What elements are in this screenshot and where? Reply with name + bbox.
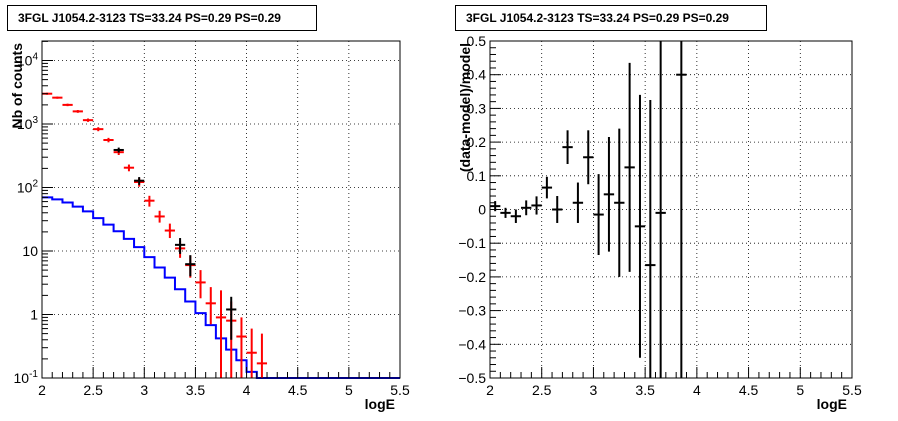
data-point <box>256 333 268 378</box>
reference-point <box>134 177 145 185</box>
y-axis-label: Nb of counts <box>9 43 25 129</box>
left-chart-title: 3FGL J1054.2-3123 TS=33.24 PS=0.29 PS=0.… <box>7 5 317 31</box>
y-tick-label: −0.3 <box>458 303 486 319</box>
y-tick-label: −0.4 <box>458 336 486 352</box>
data-point <box>93 127 104 132</box>
x-tick-label: 2.5 <box>83 382 103 398</box>
x-tick-label: 2 <box>486 382 494 398</box>
right-chart-title: 3FGL J1054.2-3123 TS=33.24 PS=0.29 PS=0.… <box>455 5 767 31</box>
residual-point <box>634 94 646 358</box>
residual-point <box>572 182 584 223</box>
data-point <box>205 287 216 325</box>
y-axis-label: (data-model)/model <box>457 43 473 172</box>
reference-point <box>185 255 196 277</box>
x-tick-label: 4 <box>693 382 701 398</box>
y-tick-label: 103 <box>17 115 39 132</box>
y-tick-label: 1 <box>30 307 38 323</box>
y-tick-label: 0.2 <box>467 134 487 150</box>
residual-point <box>521 200 532 216</box>
y-tick-label: 104 <box>17 52 39 69</box>
x-axis-label: logE <box>817 396 847 412</box>
residual-point <box>603 137 615 252</box>
x-tick-label: 5.5 <box>390 382 410 398</box>
residual-point <box>531 196 542 215</box>
reference-point <box>113 147 124 153</box>
y-tick-label: 0.4 <box>467 67 487 83</box>
y-tick-label: −0.1 <box>458 235 486 251</box>
y-tick-label: −0.2 <box>458 269 486 285</box>
data-point <box>52 96 63 99</box>
data-point <box>144 195 155 207</box>
residuals-panel: −0.5 −0.4 −0.3 −0.2 −0.1 0 0.1 0.2 0.3 0.4 0.5 2 2.5… <box>457 33 862 412</box>
y-tick-label: 0.5 <box>467 33 487 49</box>
data-point <box>164 223 175 239</box>
data-point <box>103 137 114 143</box>
data-point <box>62 103 73 107</box>
y-tick-label: 0.3 <box>467 100 487 116</box>
x-tick-label: 4 <box>243 382 251 398</box>
x-tick-label: 4.5 <box>288 382 308 398</box>
plot-frame <box>489 40 853 379</box>
residual-point <box>624 62 635 272</box>
data-point <box>154 210 165 223</box>
x-tick-label: 5 <box>796 382 804 398</box>
residual-point <box>510 209 522 223</box>
residual-point <box>676 41 687 378</box>
residual-point <box>490 201 501 212</box>
x-tick-label: 3.5 <box>186 382 206 398</box>
x-tick-label: 2.5 <box>532 382 552 398</box>
residual-point <box>541 176 553 199</box>
residual-point <box>645 99 656 378</box>
plot-frame <box>41 40 401 379</box>
residual-point <box>583 130 594 185</box>
residual-point <box>655 41 666 378</box>
x-tick-label: 3 <box>140 382 148 398</box>
residual-point <box>562 130 573 165</box>
data-point <box>236 317 247 378</box>
x-axis-label: logE <box>365 396 395 412</box>
residual-point <box>500 207 511 218</box>
data-point <box>123 164 135 172</box>
data-point <box>82 118 94 122</box>
y-tick-label: 10-1 <box>14 369 39 386</box>
x-tick-label: 3.5 <box>635 382 655 398</box>
y-tick-label: 102 <box>17 179 39 196</box>
y-tick-label: 0 <box>478 202 486 218</box>
residual-point <box>614 128 625 277</box>
x-tick-label: 4.5 <box>739 382 759 398</box>
x-tick-label: 5.5 <box>842 382 862 398</box>
x-tick-label: 2 <box>38 382 46 398</box>
residual-point <box>593 174 604 255</box>
x-tick-label: 5 <box>345 382 353 398</box>
data-point <box>72 110 83 113</box>
reference-point <box>226 296 237 340</box>
data-point <box>195 270 206 299</box>
data-point <box>246 328 257 378</box>
y-tick-label: −0.5 <box>458 370 486 386</box>
y-tick-label: 10 <box>22 243 38 259</box>
reference-point <box>174 238 186 254</box>
x-tick-label: 3 <box>590 382 598 398</box>
data-point <box>215 290 227 378</box>
residual-point <box>552 196 563 223</box>
y-tick-label: 0.1 <box>467 168 487 184</box>
